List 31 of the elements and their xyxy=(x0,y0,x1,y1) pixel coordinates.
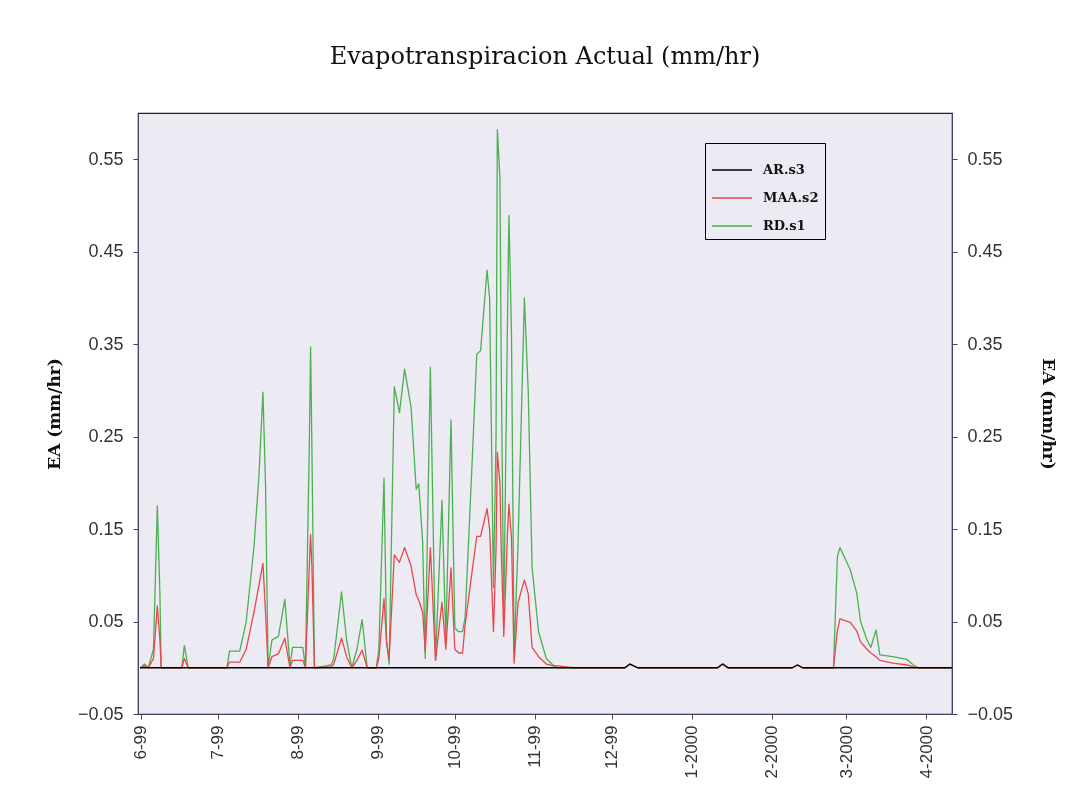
y-tick-label: 0.15 xyxy=(88,518,124,539)
y-tick-label: 0.35 xyxy=(88,333,124,354)
x-tick-label: 7-99 xyxy=(208,725,228,760)
x-tick-label: 12-99 xyxy=(602,725,622,769)
legend-label: RD.s1 xyxy=(763,218,806,233)
legend-label: AR.s3 xyxy=(762,162,805,177)
y-tick-label: 0.45 xyxy=(88,241,124,262)
y2-tick-label: 0.15 xyxy=(967,518,1003,539)
legend-label: MAA.s2 xyxy=(763,190,819,205)
y-axis-title: EA (mm/hr) xyxy=(43,358,64,470)
y2-tick-label: −0.05 xyxy=(967,703,1014,724)
y2-tick-label: 0.35 xyxy=(967,333,1003,354)
y-tick-label: 0.55 xyxy=(88,148,124,169)
x-tick-label: 6-99 xyxy=(131,725,151,760)
y2-tick-label: 0.55 xyxy=(967,148,1003,169)
y-tick-label: 0.25 xyxy=(88,426,124,447)
x-tick-label: 2-2000 xyxy=(762,725,782,779)
y2-tick-label: 0.05 xyxy=(967,611,1003,632)
y2-axis-title: EA (mm/hr) xyxy=(1039,358,1060,470)
x-tick-label: 10-99 xyxy=(445,725,465,769)
x-tick-label: 9-99 xyxy=(368,725,388,760)
x-tick-label: 1-2000 xyxy=(682,725,702,779)
chart-title: Evapotranspiracion Actual (mm/hr) xyxy=(329,42,761,70)
y2-tick-label: 0.45 xyxy=(967,241,1003,262)
x-tick-label: 11-99 xyxy=(525,725,545,768)
y-tick-label: −0.05 xyxy=(77,703,124,724)
y2-tick-label: 0.25 xyxy=(967,426,1003,447)
x-tick-label: 8-99 xyxy=(288,725,308,760)
x-tick-label: 4-2000 xyxy=(916,725,936,779)
x-tick-label: 3-2000 xyxy=(836,725,856,779)
y-tick-label: 0.05 xyxy=(88,611,124,632)
